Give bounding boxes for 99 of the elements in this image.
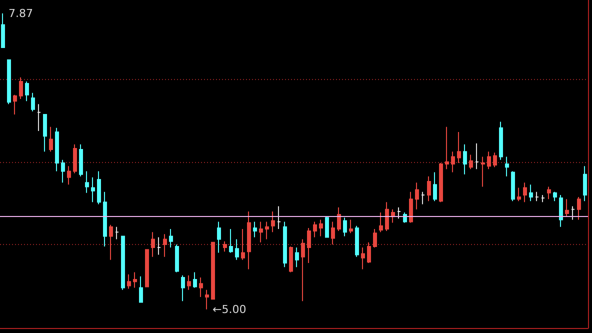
candlestick: [379, 212, 383, 233]
candlestick: [511, 170, 515, 202]
candlestick: [325, 216, 329, 238]
candlestick: [433, 172, 437, 202]
candlestick: [235, 238, 239, 260]
candlestick: [355, 225, 359, 258]
candlestick: [421, 191, 425, 205]
candlestick: [301, 238, 305, 302]
candlestick: [115, 226, 119, 240]
annotation: ←5.00: [212, 302, 246, 316]
candlestick: [487, 151, 491, 170]
candlestick: [331, 221, 335, 245]
candlestick: [295, 247, 299, 268]
candlestick: [445, 126, 449, 170]
candlestick: [535, 191, 539, 202]
candlestick: [187, 274, 191, 290]
candlestick: [259, 221, 263, 243]
candlestick: [313, 221, 317, 238]
candlestick: [121, 236, 125, 290]
candlestick: [481, 156, 485, 188]
candlestick: [439, 162, 443, 203]
candlestick: [541, 194, 545, 203]
candlestick: [547, 186, 551, 200]
candlestick: [265, 221, 269, 240]
candlestick: [427, 176, 431, 202]
candlestick: [145, 249, 149, 288]
candlestick: [67, 166, 71, 186]
candlestick: [211, 242, 215, 300]
candlestick: [475, 142, 479, 170]
candlestick: [397, 206, 401, 220]
candlestick: [349, 219, 353, 234]
candlestick: [559, 194, 563, 228]
candlestick: [283, 221, 287, 268]
candlestick: [151, 232, 155, 258]
candlestick: [175, 244, 179, 273]
candlestick: [277, 206, 281, 230]
candlestick: [577, 196, 581, 220]
candlestick: [271, 210, 275, 233]
candlestick: [385, 202, 389, 232]
candlestick: [97, 170, 101, 205]
candlestick: [85, 170, 89, 194]
candlestick: [49, 126, 53, 152]
candlestick: [457, 132, 461, 164]
candlestick: [493, 152, 497, 168]
candlestick: [25, 80, 29, 102]
candlestick: [289, 246, 293, 273]
candlestick: [199, 276, 203, 298]
candlestick: [229, 228, 233, 254]
candlestick: [583, 166, 587, 202]
candlestick: [517, 187, 521, 202]
candlestick: [1, 12, 5, 48]
candlestick: [13, 94, 17, 115]
candlestick: [133, 272, 137, 288]
candlestick: [451, 151, 455, 173]
candlestick: [157, 236, 161, 256]
candlestick: [139, 276, 143, 303]
candlestick: [223, 240, 227, 252]
candlestick: [469, 154, 473, 170]
candlestick: [37, 104, 41, 132]
candlestick: [73, 144, 77, 174]
candlestick: [529, 184, 533, 202]
candlestick: [31, 92, 35, 112]
candlestick: [373, 228, 377, 248]
candlestick: [169, 228, 173, 248]
candlestick: [193, 272, 197, 288]
candlestick: [409, 191, 413, 224]
candlestick: [367, 242, 371, 264]
candlestick: [55, 127, 59, 172]
candlestick: [109, 224, 113, 260]
candlestick: [127, 274, 131, 290]
candlestick: [79, 144, 83, 177]
candlestick: [337, 206, 341, 232]
candlestick: [565, 198, 569, 218]
candlestick: [253, 221, 257, 238]
candlestick: [571, 206, 575, 220]
candlestick: [499, 121, 503, 160]
candlestick: [205, 289, 209, 310]
candlestick: [361, 247, 365, 270]
candlestick: [19, 76, 23, 100]
candlestick: [307, 227, 311, 264]
candlestick: [61, 159, 65, 184]
candlestick: [463, 144, 467, 175]
candlestick: [391, 208, 395, 224]
candlestick: [505, 156, 509, 177]
candlestick: [43, 114, 47, 152]
candlestick: [91, 176, 95, 203]
candlestick: [523, 182, 527, 203]
candlestick: [7, 59, 11, 105]
candlestick: [343, 217, 347, 237]
candlestick: [217, 221, 221, 254]
candlestick: [181, 274, 185, 302]
candlestick: [103, 191, 107, 248]
candlestick: [241, 228, 245, 260]
annotation: 7.87: [8, 6, 33, 20]
candlestick: [247, 210, 251, 270]
candlestick: [319, 219, 323, 237]
candlestick: [553, 191, 557, 202]
candlestick: [163, 234, 167, 258]
candlestick: [415, 182, 419, 210]
